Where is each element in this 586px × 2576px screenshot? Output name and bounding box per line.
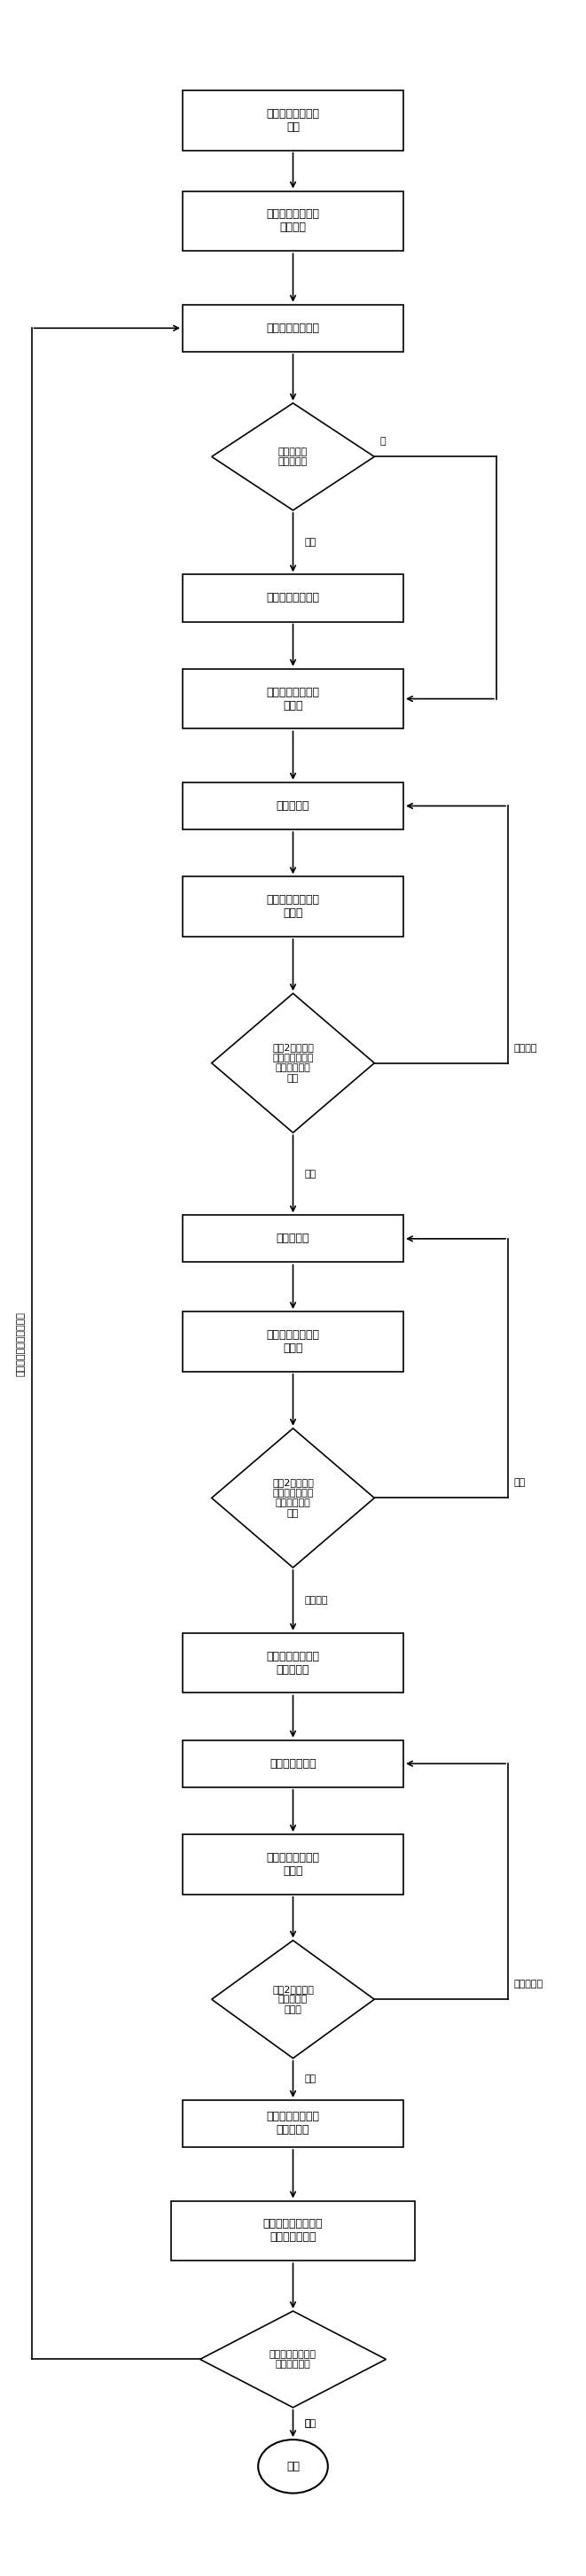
Text: 记录下游每次的接
收时间: 记录下游每次的接 收时间 <box>267 685 319 711</box>
Text: 下发平台准备下发
数据: 下发平台准备下发 数据 <box>267 108 319 134</box>
Text: 标记该次的并发数
为下发下限: 标记该次的并发数 为下发下限 <box>267 2112 319 2136</box>
Text: 继续减少并发数: 继续减少并发数 <box>270 1757 316 1770</box>
Text: 没有: 没有 <box>305 2419 316 2429</box>
FancyBboxPatch shape <box>171 2200 415 2262</box>
FancyBboxPatch shape <box>183 90 403 149</box>
FancyBboxPatch shape <box>183 191 403 250</box>
FancyBboxPatch shape <box>183 1834 403 1893</box>
Polygon shape <box>212 1427 374 1569</box>
Text: 没有超出: 没有超出 <box>305 1597 328 1605</box>
Text: 没有: 没有 <box>305 538 316 546</box>
Text: 前后2次的接收
时间均值的变化
是否超出容许
值？: 前后2次的接收 时间均值的变化 是否超出容许 值？ <box>272 1479 314 1517</box>
Text: 减少并发数: 减少并发数 <box>277 1234 309 1244</box>
Text: 记录下游每次的接
收时间: 记录下游每次的接 收时间 <box>267 894 319 920</box>
Text: 有大的变化: 有大的变化 <box>514 1981 543 1989</box>
Text: 按最小并发数发送: 按最小并发数发送 <box>267 592 319 603</box>
Text: 没有超出: 没有超出 <box>514 1043 537 1054</box>
FancyBboxPatch shape <box>183 1633 403 1692</box>
FancyBboxPatch shape <box>183 1216 403 1262</box>
FancyBboxPatch shape <box>183 876 403 938</box>
Text: 记录下游每次的接
收时间: 记录下游每次的接 收时间 <box>267 1329 319 1355</box>
Text: 没有: 没有 <box>305 2074 316 2084</box>
FancyBboxPatch shape <box>183 670 403 729</box>
Text: 前后2次的接收
时间均值的变化
是否超出容许
值？: 前后2次的接收 时间均值的变化 是否超出容许 值？ <box>272 1043 314 1082</box>
Text: 获取下游各个接收
系统信息: 获取下游各个接收 系统信息 <box>267 209 319 234</box>
Text: 还有接收系统需确
定并发数吗？: 还有接收系统需确 定并发数吗？ <box>270 2349 316 2370</box>
Text: 记录这个接收系统的
最大最小并发数: 记录这个接收系统的 最大最小并发数 <box>263 2218 323 2244</box>
FancyBboxPatch shape <box>183 1739 403 1788</box>
FancyBboxPatch shape <box>183 574 403 621</box>
Text: 遍历每个接收系统: 遍历每个接收系统 <box>267 322 319 335</box>
FancyBboxPatch shape <box>183 783 403 829</box>
Text: 结束: 结束 <box>287 2460 299 2473</box>
Text: 加大并发数: 加大并发数 <box>277 801 309 811</box>
Text: 是否有历史
的接数能力: 是否有历史 的接数能力 <box>278 448 308 466</box>
Polygon shape <box>200 2311 386 2409</box>
Text: 超出: 超出 <box>305 1170 316 1177</box>
FancyBboxPatch shape <box>183 1311 403 1370</box>
Text: 是: 是 <box>305 2419 311 2429</box>
Text: 标记该次的并发数
为下发上限: 标记该次的并发数 为下发上限 <box>267 1651 319 1674</box>
Text: 否，取出下一种蔬菜水果: 否，取出下一种蔬菜水果 <box>17 1311 26 1376</box>
Text: 前后2次的接收
时间是否有
变化？: 前后2次的接收 时间是否有 变化？ <box>272 1984 314 2014</box>
Polygon shape <box>212 1940 374 2058</box>
FancyBboxPatch shape <box>183 2099 403 2148</box>
Polygon shape <box>212 402 374 510</box>
Ellipse shape <box>258 2439 328 2494</box>
FancyBboxPatch shape <box>183 304 403 353</box>
Text: 超出: 超出 <box>514 1479 526 1486</box>
Text: 记录下游每次的接
收时间: 记录下游每次的接 收时间 <box>267 1852 319 1878</box>
Text: 有: 有 <box>380 438 386 446</box>
Polygon shape <box>212 994 374 1133</box>
